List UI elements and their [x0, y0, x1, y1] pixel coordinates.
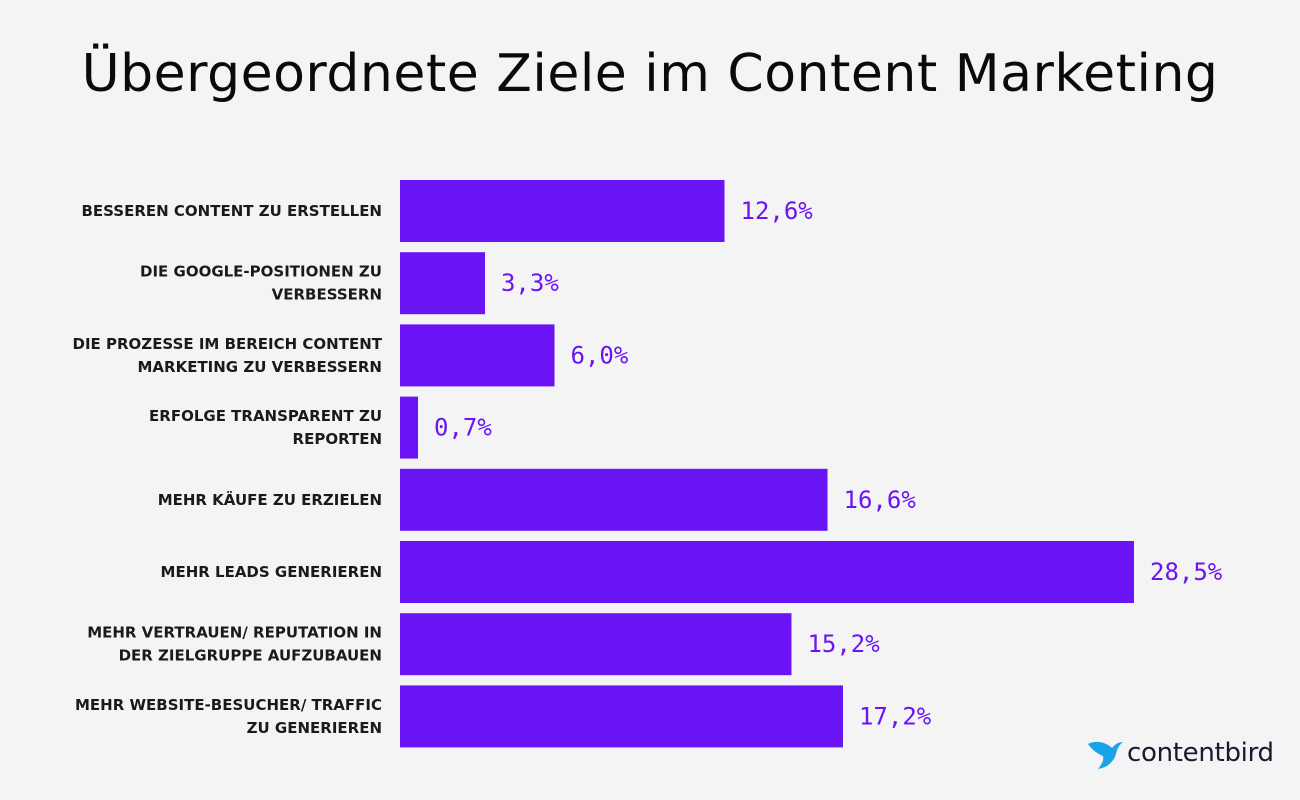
value-label: 3,3% [501, 269, 559, 297]
logo-text: contentbird [1127, 738, 1274, 768]
bar [400, 685, 843, 748]
category-label: MARKETING ZU VERBESSERN [137, 358, 382, 376]
bar [400, 324, 555, 387]
category-label: MEHR VERTRAUEN/ REPUTATION IN [87, 624, 382, 642]
category-label: DER ZIELGRUPPE AUFZUBAUEN [119, 647, 382, 665]
category-label: BESSEREN CONTENT ZU ERSTELLEN [81, 202, 382, 220]
value-label: 16,6% [844, 486, 917, 514]
category-label: MEHR WEBSITE-BESUCHER/ TRAFFIC [75, 696, 382, 714]
category-label: REPORTEN [293, 430, 382, 448]
contentbird-logo: contentbird [1086, 736, 1274, 770]
bar [400, 613, 792, 676]
value-label: 17,2% [859, 702, 932, 730]
value-label: 6,0% [571, 341, 629, 369]
value-label: 0,7% [434, 414, 492, 442]
category-label: ZU GENERIEREN [247, 719, 382, 737]
category-label: MEHR LEADS GENERIEREN [161, 563, 382, 581]
category-label: ERFOLGE TRANSPARENT ZU [149, 407, 382, 425]
category-label: DIE GOOGLE-POSITIONEN ZU [140, 263, 382, 281]
bar [400, 180, 725, 242]
chart-title: Übergeordnete Ziele im Content Marketing [81, 44, 1219, 104]
bar [400, 252, 485, 315]
bird-icon [1088, 741, 1123, 769]
value-label: 12,6% [741, 197, 814, 225]
category-label: MEHR KÄUFE ZU ERZIELEN [158, 490, 382, 509]
bar [400, 541, 1134, 603]
category-label: VERBESSERN [272, 286, 382, 304]
value-label: 28,5% [1150, 558, 1223, 586]
bar [400, 468, 828, 531]
category-label: DIE PROZESSE IM BEREICH CONTENT [73, 335, 383, 353]
bar [400, 396, 419, 459]
value-label: 15,2% [807, 630, 880, 658]
